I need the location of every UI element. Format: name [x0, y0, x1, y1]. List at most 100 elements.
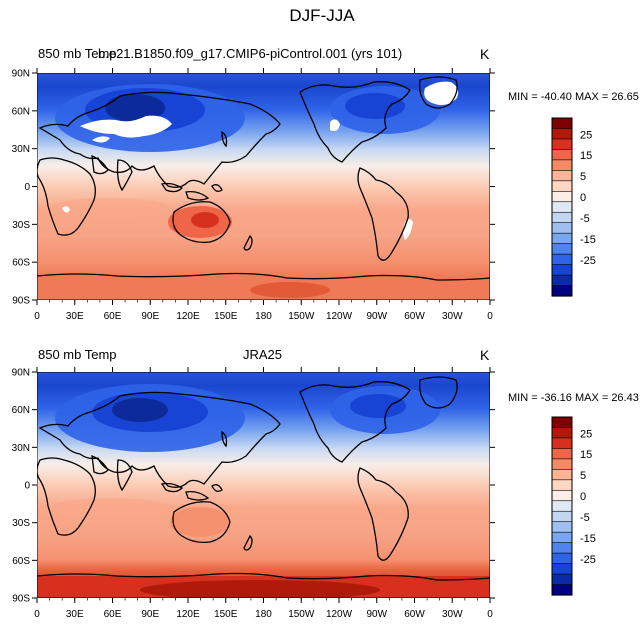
- colorbar-label: 15: [580, 449, 592, 461]
- colorbar-swatch: [551, 542, 573, 554]
- lon-label: 120E: [176, 311, 200, 322]
- colorbar-swatch: [551, 159, 573, 171]
- lon-label: 180: [255, 609, 272, 620]
- panel1-minmax: MIN = -40.40 MAX = 26.65: [508, 91, 639, 103]
- lon-label: 0: [34, 609, 40, 620]
- colorbar-swatch: [551, 552, 573, 565]
- axis-ticks: 90N 60N 30N 0 30S 60S 90S 0 30E 60E 90E 120E 150E 180…: [12, 68, 495, 620]
- panel1-units: K: [480, 46, 490, 62]
- lon-label: 90E: [141, 311, 159, 322]
- lat-label: 90N: [12, 69, 30, 80]
- colorbar-swatch: [551, 211, 573, 224]
- colorbar-swatch: [551, 264, 573, 276]
- colorbar-label: -15: [580, 533, 596, 545]
- lat-label: 30N: [12, 443, 30, 454]
- colorbar-swatch: [551, 531, 573, 544]
- lon-label: 90E: [141, 609, 159, 620]
- colorbar-label: 25: [580, 428, 592, 440]
- colorbar-swatch: [551, 469, 573, 481]
- lat-label: 60S: [12, 556, 30, 567]
- lon-label: 150W: [288, 311, 315, 322]
- colorbar-swatch: [551, 427, 573, 439]
- colorbar-swatch: [551, 128, 573, 140]
- panel2-left-title: 850 mb Temp: [38, 347, 117, 362]
- colorbar-swatch: [551, 521, 573, 533]
- lon-label: 90W: [366, 311, 387, 322]
- lon-label: 60W: [404, 311, 425, 322]
- panel1-map: [37, 73, 490, 300]
- colorbar-swatch: [551, 510, 573, 523]
- colorbar-swatch: [551, 573, 573, 586]
- lon-label: 60W: [404, 609, 425, 620]
- figure-title: DJF-JJA: [289, 6, 355, 25]
- colorbar-swatch: [551, 170, 573, 182]
- colorbar-swatch: [551, 201, 573, 213]
- lon-label: 150E: [214, 609, 238, 620]
- colorbar-label: -5: [580, 512, 590, 524]
- colorbar-swatch: [551, 138, 573, 151]
- panel2-units: K: [480, 347, 490, 363]
- panel1-left-title: 850 mb Temp: [38, 46, 117, 61]
- lat-label: 30S: [12, 518, 30, 529]
- colorbar-label: -25: [580, 554, 596, 566]
- colorbar-label: -15: [580, 234, 596, 246]
- lon-label: 120W: [326, 311, 353, 322]
- colorbar-swatch: [551, 285, 573, 297]
- colorbar-label: 15: [580, 150, 592, 162]
- colorbar-swatch: [551, 458, 573, 470]
- colorbar-swatch: [551, 479, 573, 491]
- panel2-minmax: MIN = -36.16 MAX = 26.43: [508, 392, 639, 404]
- colorbar-swatch: [551, 232, 573, 245]
- lat-label: 60S: [12, 258, 30, 269]
- colorbar-swatch: [551, 243, 573, 255]
- colorbar-swatch: [551, 180, 573, 192]
- lon-label: 30W: [442, 609, 463, 620]
- lon-label: 30W: [442, 311, 463, 322]
- lon-label: 0: [34, 311, 40, 322]
- colorbar-swatch: [551, 489, 573, 502]
- colorbar-swatch: [551, 437, 573, 450]
- colorbar-swatch: [551, 117, 573, 130]
- colorbar-swatch: [551, 584, 573, 596]
- colorbar-frame: [551, 416, 573, 596]
- panel2-map: [37, 372, 490, 598]
- lon-label: 150E: [214, 311, 238, 322]
- colorbar-label: 25: [580, 129, 592, 141]
- lat-label: 0: [24, 481, 30, 492]
- colorbar-label: -5: [580, 213, 590, 225]
- colorbar-label: -25: [580, 255, 596, 267]
- lon-label: 0: [487, 311, 493, 322]
- colorbar-swatch: [551, 190, 573, 203]
- lon-label: 120E: [176, 609, 200, 620]
- colorbar-label: 5: [580, 470, 586, 482]
- lon-label: 0: [487, 609, 493, 620]
- lat-label: 90S: [12, 296, 30, 307]
- lat-label: 0: [24, 182, 30, 193]
- lon-label: 180: [255, 311, 272, 322]
- colorbar-label: 0: [580, 192, 586, 204]
- colorbar-label: 5: [580, 171, 586, 183]
- lat-label: 60N: [12, 405, 30, 416]
- lon-label: 120W: [326, 609, 353, 620]
- lon-label: 30E: [66, 311, 84, 322]
- lon-label: 30E: [66, 609, 84, 620]
- colorbar-frame: [551, 117, 573, 297]
- colorbar-swatch: [551, 563, 573, 575]
- colorbar-label: 0: [580, 491, 586, 503]
- colorbar-swatch: [551, 149, 573, 161]
- lat-label: 90N: [12, 368, 30, 379]
- lat-label: 60N: [12, 106, 30, 117]
- colorbar-swatch: [551, 416, 573, 429]
- colorbar-swatch: [551, 500, 573, 512]
- colorbar-swatch: [551, 253, 573, 266]
- panel2-center-title: JRA25: [243, 347, 283, 362]
- lon-label: 60E: [104, 311, 122, 322]
- panel1-center-title: b.e21.B1850.f09_g17.CMIP6-piControl.001 …: [98, 46, 403, 61]
- lon-label: 90W: [366, 609, 387, 620]
- lon-label: 150W: [288, 609, 315, 620]
- lat-label: 90S: [12, 594, 30, 605]
- lon-label: 60E: [104, 609, 122, 620]
- colorbar-swatch: [551, 448, 573, 460]
- colorbars: 25 15 5 0 -5 -15 -25 25 15 5 0 -5 -15 -25: [551, 117, 596, 596]
